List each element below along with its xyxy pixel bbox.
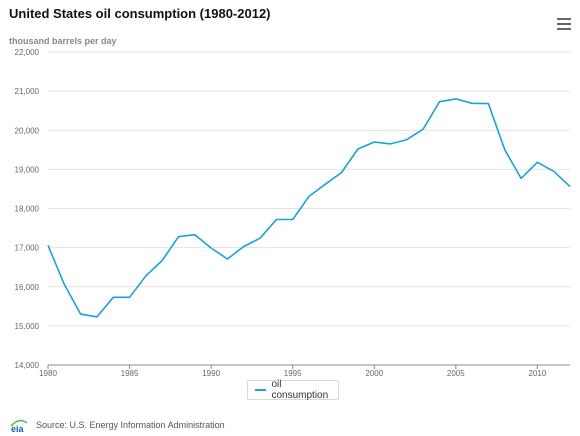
data-point[interactable] — [404, 137, 410, 143]
data-point[interactable] — [273, 216, 279, 222]
data-point[interactable] — [518, 175, 524, 181]
source-text: Source: U.S. Energy Information Administ… — [36, 420, 225, 430]
legend-swatch — [255, 389, 267, 391]
data-point[interactable] — [78, 311, 84, 317]
y-tick-label: 19,000 — [15, 165, 40, 174]
data-point[interactable] — [485, 101, 491, 107]
x-tick-label: 2000 — [365, 369, 383, 378]
x-tick-label: 2010 — [528, 369, 546, 378]
y-tick-label: 16,000 — [15, 283, 40, 292]
data-point[interactable] — [257, 235, 263, 241]
data-point[interactable] — [551, 168, 557, 174]
y-tick-label: 18,000 — [15, 205, 40, 214]
x-tick-label: 2005 — [447, 369, 465, 378]
data-point[interactable] — [502, 147, 508, 153]
y-tick-label: 17,000 — [15, 244, 40, 253]
data-point[interactable] — [339, 170, 345, 176]
data-point[interactable] — [322, 181, 328, 187]
eia-logo-text: eia — [11, 424, 25, 433]
data-point[interactable] — [534, 159, 540, 165]
eia-logo-icon: eia — [10, 419, 28, 433]
data-point[interactable] — [306, 193, 312, 199]
legend-label: oil consumption — [271, 379, 329, 401]
data-point[interactable] — [94, 314, 100, 320]
legend-item-oil-consumption[interactable]: oil consumption — [247, 379, 339, 401]
data-point[interactable] — [290, 216, 296, 222]
y-tick-label: 20,000 — [15, 126, 40, 135]
hamburger-menu-icon[interactable] — [557, 18, 571, 30]
footer: eia Source: U.S. Energy Information Admi… — [9, 416, 225, 434]
data-point[interactable] — [453, 96, 459, 102]
data-point[interactable] — [45, 242, 51, 248]
series-line-oil-consumption[interactable] — [47, 98, 571, 318]
data-point[interactable] — [469, 100, 475, 106]
y-tick-label: 22,000 — [15, 48, 40, 57]
data-point[interactable] — [192, 232, 198, 238]
data-point[interactable] — [241, 243, 247, 249]
data-point[interactable] — [110, 294, 116, 300]
x-tick-label: 1980 — [39, 369, 57, 378]
data-point[interactable] — [420, 126, 426, 132]
data-point[interactable] — [61, 281, 67, 287]
data-point[interactable] — [355, 146, 361, 152]
data-point[interactable] — [143, 273, 149, 279]
x-tick-label: 1990 — [202, 369, 220, 378]
data-point[interactable] — [224, 256, 230, 262]
y-tick-label: 15,000 — [15, 322, 40, 331]
data-point[interactable] — [127, 294, 133, 300]
y-tick-label: 14,000 — [15, 361, 40, 370]
data-point[interactable] — [208, 245, 214, 251]
data-point[interactable] — [371, 139, 377, 145]
y-tick-label: 21,000 — [15, 87, 40, 96]
data-point[interactable] — [176, 234, 182, 240]
data-point[interactable] — [567, 184, 573, 190]
x-tick-label: 1995 — [284, 369, 302, 378]
data-point[interactable] — [388, 141, 394, 147]
x-tick-label: 1985 — [121, 369, 139, 378]
data-point[interactable] — [159, 258, 165, 264]
chart-title: United States oil consumption (1980-2012… — [9, 6, 271, 21]
data-point[interactable] — [437, 99, 443, 105]
y-axis-label: thousand barrels per day — [9, 36, 117, 46]
